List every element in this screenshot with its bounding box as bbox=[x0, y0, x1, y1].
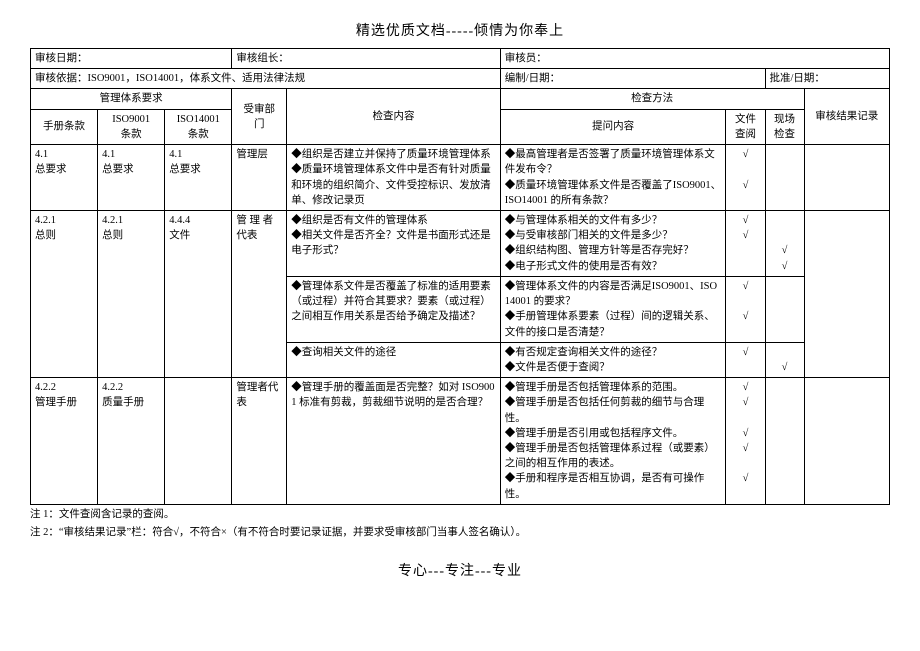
table-row: 4.2.2 管理手册 4.2.2 质量手册 管理者代表 ◆管理手册的覆盖面是否完… bbox=[31, 378, 890, 505]
approved-label: 批准/日期： bbox=[765, 69, 890, 89]
col-c2: ISO9001 条款 bbox=[98, 109, 165, 144]
cell-result bbox=[804, 210, 889, 377]
cell-c3 bbox=[165, 378, 232, 505]
cell-c2: 4.2.1 总则 bbox=[102, 213, 160, 243]
cell-question: ◆管理体系文件的内容是否满足ISO9001、ISO14001 的要求？ ◆手册管… bbox=[505, 279, 722, 340]
footer-title: 专心---专注---专业 bbox=[30, 560, 890, 580]
compiled-label: 编制/日期： bbox=[500, 69, 765, 89]
cell-question: ◆最高管理者是否签署了质量环境管理体系文件发布令？ ◆质量环境管理体系文件是否覆… bbox=[505, 147, 722, 208]
cell-c1: 4.2.2 管理手册 bbox=[35, 380, 93, 410]
col-site-check: 现场 检查 bbox=[765, 109, 804, 144]
cell-c1: 4.1 总要求 bbox=[35, 147, 93, 177]
basis-label: 审核依据：ISO9001，ISO14001，体系文件、适用法律法规 bbox=[31, 69, 501, 89]
cell-question: ◆与管理体系相关的文件有多少？ ◆与受审核部门相关的文件是多少？ ◆组织结构图、… bbox=[505, 213, 722, 274]
cell-doc: √ √ bbox=[730, 213, 760, 243]
col-c3: ISO14001 条款 bbox=[165, 109, 232, 144]
cell-c1: 4.2.1 总则 bbox=[35, 213, 93, 243]
col-doc-check: 文件 查阅 bbox=[726, 109, 765, 144]
cell-doc: √ √ bbox=[730, 147, 760, 193]
col-question: 提问内容 bbox=[500, 109, 726, 144]
cell-c3: 4.4.4 文件 bbox=[169, 213, 227, 243]
cell-doc: √ bbox=[730, 345, 760, 360]
cell-result bbox=[804, 378, 889, 505]
col-c1: 手册条款 bbox=[31, 109, 98, 144]
cell-site: √ √ bbox=[770, 213, 800, 274]
cell-content: ◆管理体系文件是否覆盖了标准的适用要素（或过程）并符合其要求？要素（或过程）之间… bbox=[291, 279, 496, 325]
cell-content: ◆组织是否有文件的管理体系 ◆相关文件是否齐全？文件是书面形式还是电子形式？ bbox=[291, 213, 496, 259]
cell-dept: 管理者代表 bbox=[232, 378, 287, 505]
table-row: 4.2.1 总则 4.2.1 总则 4.4.4 文件 管 理 者代表 ◆组织是否… bbox=[31, 210, 890, 276]
cell-c2: 4.1 总要求 bbox=[102, 147, 160, 177]
cell-doc: √ √ √ √ √ bbox=[730, 380, 760, 487]
cell-doc: √ √ bbox=[730, 279, 760, 325]
col-content: 检查内容 bbox=[287, 89, 501, 145]
col-method-group: 检查方法 bbox=[500, 89, 804, 109]
table-row: 4.1 总要求 4.1 总要求 4.1 总要求 管理层 ◆组织是否建立并保持了质… bbox=[31, 145, 890, 211]
cell-dept: 管 理 者代表 bbox=[232, 210, 287, 377]
cell-content: ◆组织是否建立并保持了质量环境管理体系 ◆质量环境管理体系文件中是否有针对质量和… bbox=[291, 147, 496, 208]
cell-content: ◆管理手册的覆盖面是否完整？如对 ISO9001 标准有剪裁，剪裁细节说明的是否… bbox=[291, 380, 496, 410]
cell-content: ◆查询相关文件的途径 bbox=[291, 345, 496, 360]
cell-question: ◆有否规定查询相关文件的途径？ ◆文件是否便于查阅？ bbox=[505, 345, 722, 375]
col-dept: 受审部 门 bbox=[232, 89, 287, 145]
cell-c2: 4.2.2 质量手册 bbox=[102, 380, 160, 410]
audit-date-label: 审核日期： bbox=[31, 49, 232, 69]
auditor-label: 审核员： bbox=[500, 49, 889, 69]
cell-result bbox=[804, 145, 889, 211]
audit-table: 审核日期： 审核组长： 审核员： 审核依据：ISO9001，ISO14001，体… bbox=[30, 48, 890, 505]
cell-c3: 4.1 总要求 bbox=[169, 147, 227, 177]
col-result: 审核结果记录 bbox=[804, 89, 889, 145]
cell-question: ◆管理手册是否包括管理体系的范围。 ◆管理手册是否包括任何剪裁的细节与合理性。 … bbox=[505, 380, 722, 502]
note-1: 注 1：文件查阅含记录的查阅。 bbox=[30, 507, 890, 523]
audit-leader-label: 审核组长： bbox=[232, 49, 500, 69]
cell-site: √ bbox=[770, 345, 800, 375]
note-2: 注 2：“审核结果记录”栏：符合√，不符合×（有不符合时要记录证据，并要求受审核… bbox=[30, 525, 890, 541]
cell-dept: 管理层 bbox=[232, 145, 287, 211]
header-title: 精选优质文档-----倾情为你奉上 bbox=[30, 20, 890, 40]
col-group-req: 管理体系要求 bbox=[31, 89, 232, 109]
